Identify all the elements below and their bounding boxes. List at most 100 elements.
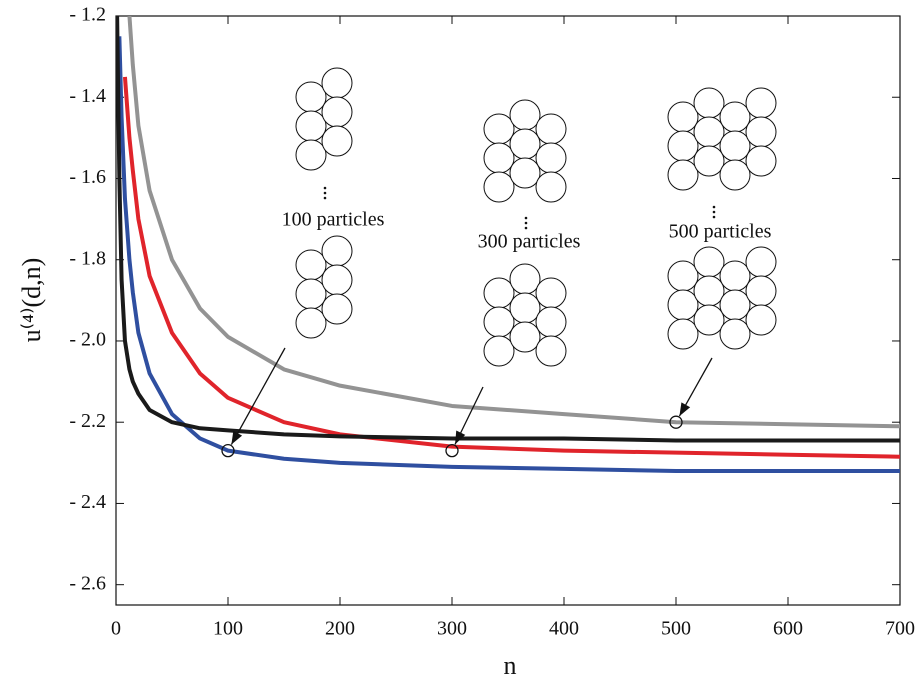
particle <box>745 304 777 336</box>
ellipsis-dot <box>323 186 327 190</box>
particle <box>693 145 725 177</box>
particle <box>535 171 567 203</box>
particle <box>719 159 751 191</box>
ellipsis-dot <box>323 196 327 200</box>
particle-cluster <box>295 67 353 171</box>
x-tick-label: 500 <box>661 618 691 640</box>
particle <box>295 307 327 339</box>
particle-cluster <box>483 263 567 367</box>
particle <box>509 99 541 131</box>
x-tick-label: 100 <box>213 618 243 640</box>
annotation-text: 100 particles <box>282 209 385 231</box>
particle <box>295 81 327 113</box>
x-tick-label: 0 <box>111 618 121 640</box>
particle <box>667 318 699 350</box>
particle <box>535 306 567 338</box>
particle <box>745 116 777 148</box>
particle <box>295 249 327 281</box>
particle <box>745 275 777 307</box>
particle <box>321 235 353 267</box>
y-tick-label: - 1.6 <box>69 166 106 188</box>
particle <box>667 130 699 162</box>
particle-cluster <box>483 99 567 203</box>
y-tick-label: - 1.8 <box>69 247 106 269</box>
particle <box>745 246 777 278</box>
particle <box>295 110 327 142</box>
arrow-head <box>679 402 691 417</box>
particle <box>719 130 751 162</box>
particle <box>667 159 699 191</box>
particle <box>509 128 541 160</box>
y-tick-label: - 2.4 <box>69 491 106 513</box>
particle <box>693 246 725 278</box>
particle <box>693 116 725 148</box>
particle <box>509 321 541 353</box>
particle <box>295 139 327 171</box>
x-tick-label: 600 <box>773 618 803 640</box>
plot-area <box>116 16 900 473</box>
particle <box>693 275 725 307</box>
particle <box>321 293 353 325</box>
particle <box>321 67 353 99</box>
particle <box>509 292 541 324</box>
particle <box>719 101 751 133</box>
particle <box>535 277 567 309</box>
annotation-text: 300 particles <box>478 231 581 253</box>
particle <box>719 289 751 321</box>
y-tick-label: - 2.0 <box>69 329 106 351</box>
annotation-text: 500 particles <box>669 221 772 243</box>
ellipsis-dot <box>712 205 716 209</box>
series-line <box>117 36 900 473</box>
particle <box>509 157 541 189</box>
particle <box>509 263 541 295</box>
plot-frame <box>115 15 901 606</box>
particle <box>745 87 777 119</box>
annotation-arrow <box>230 347 286 445</box>
y-tick-label: - 2.2 <box>69 410 106 432</box>
ellipsis-dot <box>323 191 327 195</box>
y-tick-label: - 2.6 <box>69 572 106 594</box>
series-line <box>127 16 900 429</box>
particle <box>321 96 353 128</box>
arrow-head <box>455 430 466 445</box>
particle <box>667 101 699 133</box>
particle <box>693 87 725 119</box>
y-axis-label: u⁽⁴⁾(d,n) <box>17 258 46 343</box>
x-tick-label: 300 <box>437 618 467 640</box>
particle <box>535 113 567 145</box>
series-line <box>116 16 900 443</box>
particle <box>483 142 515 174</box>
particle <box>483 277 515 309</box>
arrow-head <box>231 430 243 445</box>
annotation-marker <box>221 443 235 458</box>
particle-cluster <box>667 246 777 350</box>
particle <box>719 260 751 292</box>
particle <box>693 304 725 336</box>
ellipsis-dot <box>712 210 716 214</box>
ellipsis-dot <box>712 215 716 219</box>
x-tick-label: 700 <box>885 618 915 640</box>
x-tick-label: 200 <box>325 618 355 640</box>
particle <box>745 145 777 177</box>
ellipsis-dot <box>524 226 528 230</box>
particle <box>295 278 327 310</box>
ellipsis-dot <box>524 221 528 225</box>
series-line <box>122 76 900 459</box>
x-axis-label: n <box>504 651 517 680</box>
particle <box>535 335 567 367</box>
particle <box>483 335 515 367</box>
x-tick-label: 400 <box>549 618 579 640</box>
particle <box>483 306 515 338</box>
particle <box>719 318 751 350</box>
annotation-marker <box>445 443 459 458</box>
particle <box>667 289 699 321</box>
particle <box>667 260 699 292</box>
y-tick-label: - 1.2 <box>69 4 106 26</box>
annotation-marker <box>669 415 683 429</box>
particle <box>535 142 567 174</box>
particle-cluster <box>295 235 353 339</box>
y-tick-label: - 1.4 <box>69 85 106 107</box>
particle <box>483 113 515 145</box>
ellipsis-dot <box>524 216 528 220</box>
